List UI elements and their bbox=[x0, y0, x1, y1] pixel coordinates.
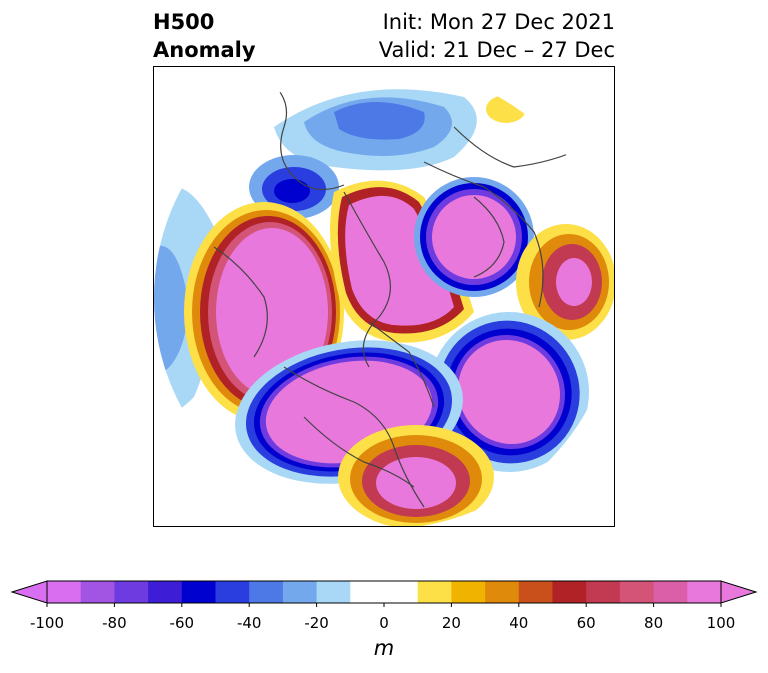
colorbar-segment bbox=[586, 581, 621, 603]
colorbar-tick-label: 100 bbox=[706, 614, 736, 632]
colorbar-segment bbox=[316, 581, 351, 603]
colorbar-tick-marks bbox=[46, 603, 722, 607]
anomaly-map bbox=[154, 67, 614, 526]
colorbar-segment bbox=[148, 581, 183, 603]
colorbar-tick-label: -40 bbox=[236, 614, 262, 632]
colorbar-tick-label: -80 bbox=[102, 614, 127, 632]
colorbar-segment bbox=[215, 581, 250, 603]
colorbar-tick-label: 0 bbox=[379, 614, 389, 632]
map-panel bbox=[153, 66, 615, 527]
negative-anomaly-north-pacific bbox=[274, 89, 477, 171]
colorbar-tick-label: -60 bbox=[169, 614, 195, 632]
colorbar-segment bbox=[518, 581, 554, 603]
colorbar-segment bbox=[181, 581, 217, 603]
positive-anomaly-small-northeast bbox=[486, 95, 526, 123]
positive-anomaly-south bbox=[338, 425, 494, 526]
colorbar-segment bbox=[687, 581, 722, 603]
colorbar-arrow-right bbox=[720, 580, 758, 604]
colorbar-tick-label: 80 bbox=[644, 614, 664, 632]
title-line-2: Anomaly bbox=[153, 38, 256, 62]
colorbar-arrow-left bbox=[10, 580, 48, 604]
colorbar-segment bbox=[249, 581, 284, 603]
colorbar-segments bbox=[47, 581, 722, 603]
colorbar-segment bbox=[350, 581, 385, 603]
colorbar-segment bbox=[114, 581, 149, 603]
colorbar bbox=[10, 580, 758, 607]
colorbar-unit-label: m bbox=[373, 636, 395, 660]
date-info: Init: Mon 27 Dec 2021 Valid: 21 Dec – 27… bbox=[379, 8, 615, 64]
colorbar-segment bbox=[47, 581, 82, 603]
colorbar-segment bbox=[80, 581, 115, 603]
colorbar-tick-label: -20 bbox=[304, 614, 329, 632]
colorbar-segment bbox=[619, 581, 655, 603]
valid-date-range: Valid: 21 Dec – 27 Dec bbox=[378, 38, 615, 62]
colorbar-segment bbox=[282, 581, 318, 603]
negative-anomaly-southeast bbox=[429, 312, 589, 472]
colorbar-segment bbox=[552, 581, 587, 603]
title-line-1: H500 bbox=[153, 10, 215, 34]
colorbar-tick-label: 60 bbox=[576, 614, 596, 632]
colorbar-tick-label: 40 bbox=[509, 614, 529, 632]
anomaly-eurasia-dipole bbox=[414, 177, 534, 297]
init-date: Init: Mon 27 Dec 2021 bbox=[382, 10, 615, 34]
colorbar-tick-label: 20 bbox=[441, 614, 461, 632]
chart-title: H500 Anomaly bbox=[153, 8, 256, 64]
positive-anomaly-east bbox=[516, 224, 614, 340]
colorbar-segment bbox=[417, 581, 452, 603]
colorbar-segment bbox=[485, 581, 520, 603]
colorbar-segment bbox=[451, 581, 486, 603]
colorbar-segment bbox=[653, 581, 688, 603]
colorbar-tick-label: -100 bbox=[29, 614, 65, 632]
positive-anomaly-arctic bbox=[330, 180, 474, 343]
colorbar-segment bbox=[384, 581, 419, 603]
